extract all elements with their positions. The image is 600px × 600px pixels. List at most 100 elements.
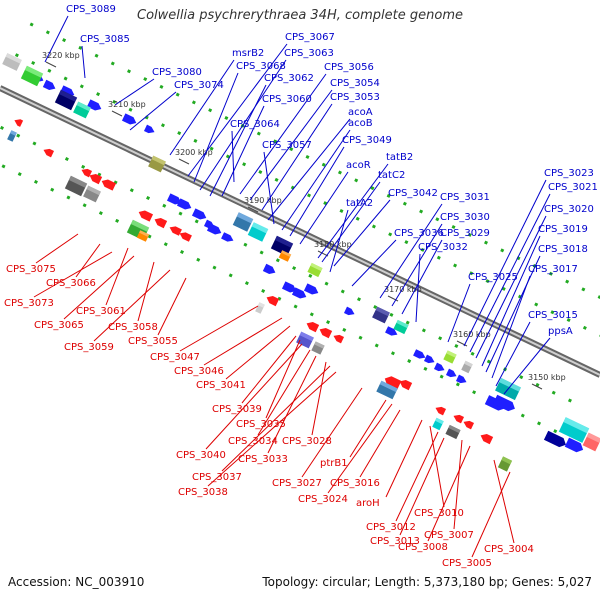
forward-label-leader <box>221 105 265 197</box>
forward-gene-arrow <box>385 326 398 336</box>
forward-label-leader <box>289 146 345 237</box>
forward-gene-label: CPS_3085 <box>80 34 130 45</box>
forward-label-leader <box>333 199 391 267</box>
reverse-gene-arrow <box>43 148 55 158</box>
forward-gene-arrow <box>413 349 426 359</box>
forward-gene-label: acoR <box>346 160 371 171</box>
reverse-gene-label: CPS_3035 <box>236 419 286 430</box>
gene-box-fill <box>54 89 78 111</box>
reverse-label-leader <box>359 409 401 478</box>
gene-box <box>376 380 398 400</box>
gene-box <box>497 456 513 472</box>
forward-label-leader <box>351 239 397 287</box>
forward-label-leader <box>481 235 541 367</box>
reverse-gene-arrow <box>101 179 117 191</box>
forward-label-leader <box>129 91 177 131</box>
forward-label-leader <box>81 45 86 79</box>
reverse-label-leader <box>399 437 445 536</box>
reverse-gene-label: CPS_3012 <box>366 522 416 533</box>
scale-tick-label: 3190 kbp <box>244 196 282 205</box>
reverse-label-leader <box>221 365 331 472</box>
gene-box-shade <box>10 130 17 136</box>
reverse-gene-label: CPS_3039 <box>212 404 262 415</box>
reverse-label-leader <box>301 387 363 478</box>
forward-gene-label: CPS_3067 <box>285 32 335 43</box>
reverse-label-leader <box>493 459 515 544</box>
gene-box <box>20 65 44 87</box>
reverse-gene-arrow <box>306 321 320 333</box>
guide-line <box>0 162 571 440</box>
reverse-gene-arrow <box>480 433 494 445</box>
scale-tick-label: 3170 kbp <box>384 285 422 294</box>
forward-label-leader <box>299 171 349 245</box>
forward-label-leader <box>329 209 349 273</box>
forward-gene-label: ppsA <box>548 326 573 337</box>
reverse-gene-label: CPS_3028 <box>282 436 332 447</box>
scale-ticks: 3220 kbp 3210 kbp 3200 kbp 3190 kbp 3180 kbp… <box>42 51 566 390</box>
forward-label-leader <box>114 78 155 106</box>
forward-gene-label: CPS_3053 <box>330 92 380 103</box>
reverse-gene-label: CPS_3038 <box>178 487 228 498</box>
forward-gene-arrow <box>42 79 56 91</box>
reverse-gene-label: CPS_3027 <box>272 478 322 489</box>
forward-label-leader <box>263 151 275 225</box>
gene-box-shade <box>314 341 325 349</box>
scale-tick-mark <box>531 383 543 390</box>
forward-label-leader <box>44 15 69 63</box>
reverse-gene-label: CPS_3005 <box>442 558 492 569</box>
reverse-gene-arrow <box>453 414 465 424</box>
forward-gene-arrow <box>221 232 234 242</box>
gene-box <box>7 130 17 142</box>
forward-gene-label: CPS_3064 <box>230 119 280 130</box>
forward-gene-arrow <box>143 124 155 134</box>
gene-box-shade <box>446 350 457 358</box>
forward-label-leader <box>187 43 288 177</box>
reverse-label-leader <box>427 445 471 542</box>
gene-box <box>296 331 314 349</box>
scale-tick-label: 3220 kbp <box>42 51 80 60</box>
scale-tick-mark <box>178 158 190 165</box>
gene-box <box>255 302 265 314</box>
gene-box-shade <box>464 360 473 368</box>
forward-gene-label: CPS_3017 <box>528 264 578 275</box>
gene-box-shade <box>448 424 461 434</box>
forward-gene-label: CPS_3042 <box>388 188 438 199</box>
reverse-gene-label: CPS_3061 <box>76 306 126 317</box>
reverse-label-leader <box>471 471 511 558</box>
forward-label-leader <box>391 223 443 307</box>
guide-line <box>14 53 600 337</box>
reverse-gene-arrow <box>138 210 154 222</box>
reverse-gene-arrow <box>319 327 333 339</box>
reverse-label-leader <box>93 269 171 342</box>
gene-box-shade <box>139 230 150 237</box>
reverse-gene-label: CPS_3007 <box>424 530 474 541</box>
reverse-gene-arrow <box>179 232 192 242</box>
forward-label-leader <box>485 255 541 373</box>
reverse-gene-arrow <box>14 119 24 127</box>
gene-box <box>393 319 409 335</box>
gene-box <box>247 222 269 242</box>
scale-tick-mark <box>45 61 57 68</box>
forward-gene-label: CPS_3021 <box>548 182 598 193</box>
reverse-label-leader <box>349 399 387 458</box>
scale-tick-label: 3210 kbp <box>108 100 146 109</box>
forward-gene-label: CPS_3054 <box>330 78 380 89</box>
gene-box-shade <box>251 222 269 234</box>
forward-label-leader <box>469 193 551 353</box>
reverse-label-leader <box>179 305 259 352</box>
forward-gene-label: acoB <box>348 118 373 129</box>
gene-box <box>443 350 457 364</box>
gene-box-shade <box>299 331 314 342</box>
reverse-label-leader <box>207 371 337 487</box>
reverse-gene-label: CPS_3055 <box>128 336 178 347</box>
forward-label-leader <box>193 72 239 183</box>
scale-tick-label: 3180 kbp <box>314 240 352 249</box>
forward-gene-label: CPS_3062 <box>264 73 314 84</box>
genome-backbone-highlight <box>0 87 600 376</box>
gene-box-shade <box>258 302 265 308</box>
reverse-gene-label: CPS_3046 <box>174 366 224 377</box>
reverse-gene-label: CPS_3065 <box>34 320 84 331</box>
reverse-label-leader <box>225 325 291 380</box>
gene-box-shade <box>76 101 91 112</box>
guide-line <box>29 22 600 300</box>
